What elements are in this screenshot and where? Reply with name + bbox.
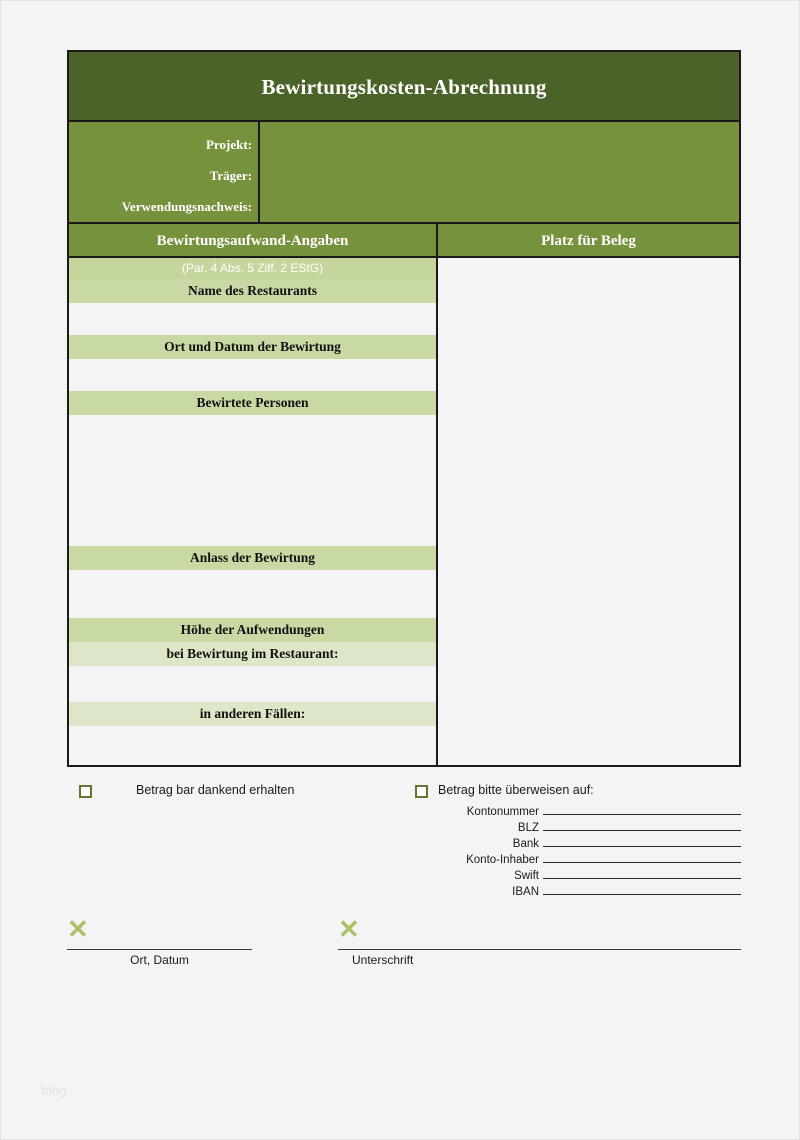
table-column-headers: Bewirtungsaufwand-Angaben Platz für Bele… [69, 224, 739, 258]
bank-transfer-option: Betrag bitte überweisen auf: Kontonummer… [415, 783, 741, 898]
signature-x-mark-icon: ✕ [67, 915, 89, 944]
page-watermark: blog [41, 1083, 67, 1098]
form-fill-field[interactable] [69, 415, 436, 546]
column-header-expense-details: Bewirtungsaufwand-Angaben [69, 224, 438, 256]
bank-detail-label: Swift [514, 870, 539, 882]
bank-detail-input[interactable] [543, 882, 741, 895]
form-fill-field[interactable] [69, 303, 436, 335]
form-fill-field[interactable] [69, 570, 436, 618]
bank-transfer-header[interactable]: Betrag bitte überweisen auf: [415, 783, 741, 798]
meta-value-traeger[interactable] [260, 160, 739, 191]
signature-line-signature[interactable] [338, 947, 741, 950]
document-title: Bewirtungskosten-Abrechnung [69, 52, 739, 122]
meta-block: Projekt: Träger: Verwendungsnachweis: [69, 122, 739, 224]
meta-label-column: Projekt: Träger: Verwendungsnachweis: [69, 122, 260, 222]
meta-value-projekt[interactable] [260, 122, 739, 160]
cash-received-label: Betrag bar dankend erhalten [136, 783, 295, 797]
form-row-label: Höhe der Aufwendungen [69, 618, 436, 642]
form-row-label: Ort und Datum der Bewirtung [69, 335, 436, 359]
signature-field-signature[interactable]: ✕ Unterschrift [338, 917, 741, 967]
legal-reference-note: (Par. 4 Abs. 5 Ziff. 2 EStG) [69, 258, 436, 279]
receipt-attachment-area[interactable] [438, 258, 739, 765]
signature-caption-place-date: Ort, Datum [130, 953, 189, 967]
bank-detail-row: Swift [415, 866, 741, 882]
bank-detail-label: Konto-Inhaber [466, 854, 539, 866]
signature-field-place-date[interactable]: ✕ Ort, Datum [67, 917, 252, 967]
bank-detail-row: Kontonummer [415, 802, 741, 818]
bank-detail-input[interactable] [543, 818, 741, 831]
signature-caption-signature: Unterschrift [352, 953, 414, 967]
bank-detail-input[interactable] [543, 850, 741, 863]
meta-label-verwendungsnachweis: Verwendungsnachweis: [121, 199, 252, 214]
bank-detail-label: Kontonummer [466, 806, 539, 818]
form-fill-field[interactable] [69, 359, 436, 391]
column-header-receipt-space: Platz für Beleg [541, 233, 636, 249]
cash-received-checkbox[interactable] [79, 785, 92, 798]
signature-line-place-date[interactable] [67, 947, 252, 950]
cash-payment-option[interactable]: Betrag bar dankend erhalten [79, 783, 294, 798]
form-fill-field[interactable] [69, 666, 436, 702]
form-row-label: Anlass der Bewirtung [69, 546, 436, 570]
bank-detail-label: IBAN [512, 886, 539, 898]
expense-details-column: (Par. 4 Abs. 5 Ziff. 2 EStG) Name des Re… [69, 258, 438, 765]
meta-label-projekt: Projekt: [206, 137, 252, 152]
bank-detail-row: BLZ [415, 818, 741, 834]
bank-detail-label: Bank [512, 838, 539, 850]
form-row-label: in anderen Fällen: [69, 702, 436, 726]
expense-form-table: Bewirtungskosten-Abrechnung Projekt: Trä… [67, 50, 741, 767]
bank-detail-input[interactable] [543, 866, 741, 879]
form-fill-field[interactable] [69, 726, 436, 765]
bank-detail-row: Bank [415, 834, 741, 850]
bank-transfer-checkbox[interactable] [415, 785, 428, 798]
bank-detail-input[interactable] [543, 802, 741, 815]
meta-value-column[interactable] [260, 122, 739, 222]
form-row-label: Name des Restaurants [69, 279, 436, 303]
form-row-label: Bewirtete Personen [69, 391, 436, 415]
bank-detail-label: BLZ [517, 822, 539, 834]
table-body: (Par. 4 Abs. 5 Ziff. 2 EStG) Name des Re… [69, 258, 739, 765]
signature-x-mark-icon: ✕ [338, 915, 360, 944]
bank-transfer-label: Betrag bitte überweisen auf: [438, 783, 594, 797]
form-row-label: bei Bewirtung im Restaurant: [69, 642, 436, 666]
meta-label-traeger: Träger: [209, 168, 252, 183]
bank-detail-input[interactable] [543, 834, 741, 847]
bank-detail-row: Konto-Inhaber [415, 850, 741, 866]
bank-details-list: Kontonummer BLZ Bank Konto-Inhaber Swift IBAN [415, 802, 741, 898]
meta-value-verwendungsnachweis[interactable] [260, 191, 739, 222]
bank-detail-row: IBAN [415, 882, 741, 898]
